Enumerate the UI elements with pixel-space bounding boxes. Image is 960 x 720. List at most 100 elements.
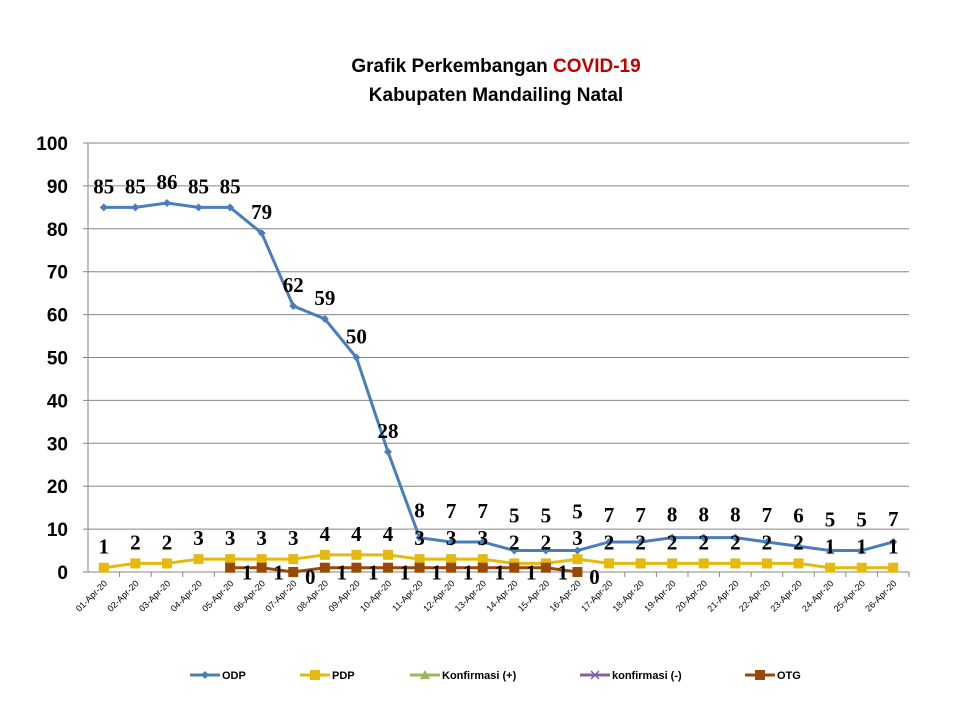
data-label-odp: 28 [377, 419, 398, 443]
data-label-odp: 85 [93, 174, 114, 198]
data-label-pdp: 3 [414, 526, 425, 550]
legend-item-odp: ODP [190, 670, 246, 682]
data-label-odp: 6 [793, 503, 804, 527]
x-tick-label: 04-Apr-20 [169, 578, 204, 613]
data-label-pdp: 1 [856, 535, 867, 559]
legend-item-konfirmasi: konfirmasi (-) [580, 670, 682, 682]
data-point-odp [510, 546, 519, 555]
legend-marker [201, 671, 209, 679]
data-point-pdp [446, 554, 457, 565]
data-point-odp [636, 537, 645, 546]
data-point-pdp [477, 554, 488, 565]
data-point-odp [541, 546, 550, 555]
data-point-otg [477, 562, 488, 573]
data-point-pdp [761, 558, 772, 569]
data-label-pdp: 3 [193, 526, 204, 550]
data-point-odp [889, 537, 898, 546]
data-point-pdp [698, 558, 709, 569]
x-tick-label: 25-Apr-20 [832, 578, 867, 613]
data-point-pdp [635, 558, 646, 569]
data-point-pdp [730, 558, 741, 569]
legend-label: Konfirmasi (+) [442, 670, 517, 682]
data-point-odp [794, 542, 803, 551]
data-label-odp: 5 [572, 500, 583, 524]
data-label-pdp: 3 [572, 526, 583, 550]
data-point-odp [668, 533, 677, 542]
data-label-odp: 8 [730, 503, 741, 527]
data-point-pdp [161, 558, 172, 569]
data-label-pdp: 2 [762, 530, 773, 554]
data-label-odp: 86 [156, 170, 177, 194]
data-label-odp: 5 [825, 508, 836, 532]
data-label-pdp: 2 [730, 530, 741, 554]
y-tick-label: 50 [47, 349, 68, 370]
data-point-pdp [888, 562, 899, 573]
y-tick-label: 80 [47, 220, 68, 241]
data-label-pdp: 2 [130, 530, 141, 554]
data-point-otg [256, 562, 267, 573]
data-label-pdp: 2 [793, 530, 804, 554]
data-label-otg: 1 [558, 561, 569, 585]
data-point-odp [478, 537, 487, 546]
data-point-odp [289, 302, 298, 311]
x-tick-label: 01-Apr-20 [74, 578, 109, 613]
data-label-odp: 85 [125, 174, 146, 198]
data-label-pdp: 2 [699, 530, 710, 554]
data-point-odp [383, 447, 392, 456]
chart-subtitle: Kabupaten Mandailing Natal [369, 85, 623, 106]
data-point-odp [573, 546, 582, 555]
title-text: Grafik Perkembangan [351, 56, 547, 77]
data-label-otg: 1 [431, 561, 442, 585]
data-point-pdp [572, 554, 583, 565]
y-tick-label: 90 [47, 177, 68, 198]
data-point-pdp [825, 562, 836, 573]
data-label-pdp: 2 [509, 530, 520, 554]
data-point-odp [320, 314, 329, 323]
data-label-pdp: 1 [99, 535, 110, 559]
data-label-odp: 79 [251, 200, 272, 224]
data-point-odp [226, 203, 235, 212]
data-label-otg: 0 [589, 565, 600, 589]
grid [88, 142, 909, 530]
data-label-otg: 1 [400, 561, 411, 585]
legend-marker [755, 670, 765, 680]
data-point-pdp [414, 554, 425, 565]
data-label-otg: 1 [273, 561, 284, 585]
legend-item-konfirmasi: Konfirmasi (+) [410, 670, 517, 682]
y-tick-label: 20 [47, 477, 68, 498]
legend-label: konfirmasi (-) [612, 670, 682, 682]
data-label-odp: 8 [699, 503, 710, 527]
data-point-odp [162, 199, 171, 208]
x-tick-label: 22-Apr-20 [737, 578, 772, 613]
data-point-pdp [288, 554, 299, 565]
data-point-otg [382, 562, 393, 573]
data-point-pdp [225, 554, 236, 565]
data-point-pdp [193, 554, 204, 565]
data-point-odp [826, 546, 835, 555]
data-label-otg: 0 [305, 565, 316, 589]
data-label-otg: 1 [337, 561, 348, 585]
data-label-otg: 1 [242, 561, 253, 585]
data-point-pdp [319, 549, 330, 560]
data-label-otg: 1 [494, 561, 505, 585]
x-tick-label: 02-Apr-20 [105, 578, 140, 613]
data-label-pdp: 3 [288, 526, 299, 550]
data-point-otg [540, 562, 551, 573]
y-tick-label: 10 [47, 520, 68, 541]
data-label-pdp: 3 [225, 526, 236, 550]
legend-label: ODP [222, 670, 246, 682]
data-label-odp: 7 [635, 503, 646, 527]
data-point-odp [762, 537, 771, 546]
x-tick-label: 24-Apr-20 [800, 578, 835, 613]
x-tick-label: 26-Apr-20 [863, 578, 898, 613]
data-point-pdp [98, 562, 109, 573]
data-label-odp: 50 [346, 325, 367, 349]
data-label-odp: 85 [220, 174, 241, 198]
data-label-pdp: 2 [635, 530, 646, 554]
data-point-odp [99, 203, 108, 212]
y-tick-label: 100 [36, 134, 68, 155]
x-tick-label: 21-Apr-20 [705, 578, 740, 613]
data-point-pdp [382, 549, 393, 560]
